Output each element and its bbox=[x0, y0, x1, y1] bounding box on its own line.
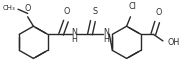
Text: H: H bbox=[72, 35, 78, 44]
Text: OH: OH bbox=[168, 38, 180, 47]
Text: Cl: Cl bbox=[129, 2, 136, 11]
Text: H: H bbox=[103, 35, 109, 44]
Text: O: O bbox=[25, 4, 31, 13]
Text: S: S bbox=[92, 7, 97, 16]
Text: O: O bbox=[64, 7, 70, 16]
Text: N: N bbox=[72, 28, 78, 37]
Text: CH₃: CH₃ bbox=[2, 5, 15, 11]
Text: N: N bbox=[103, 28, 109, 37]
Text: O: O bbox=[156, 8, 162, 17]
